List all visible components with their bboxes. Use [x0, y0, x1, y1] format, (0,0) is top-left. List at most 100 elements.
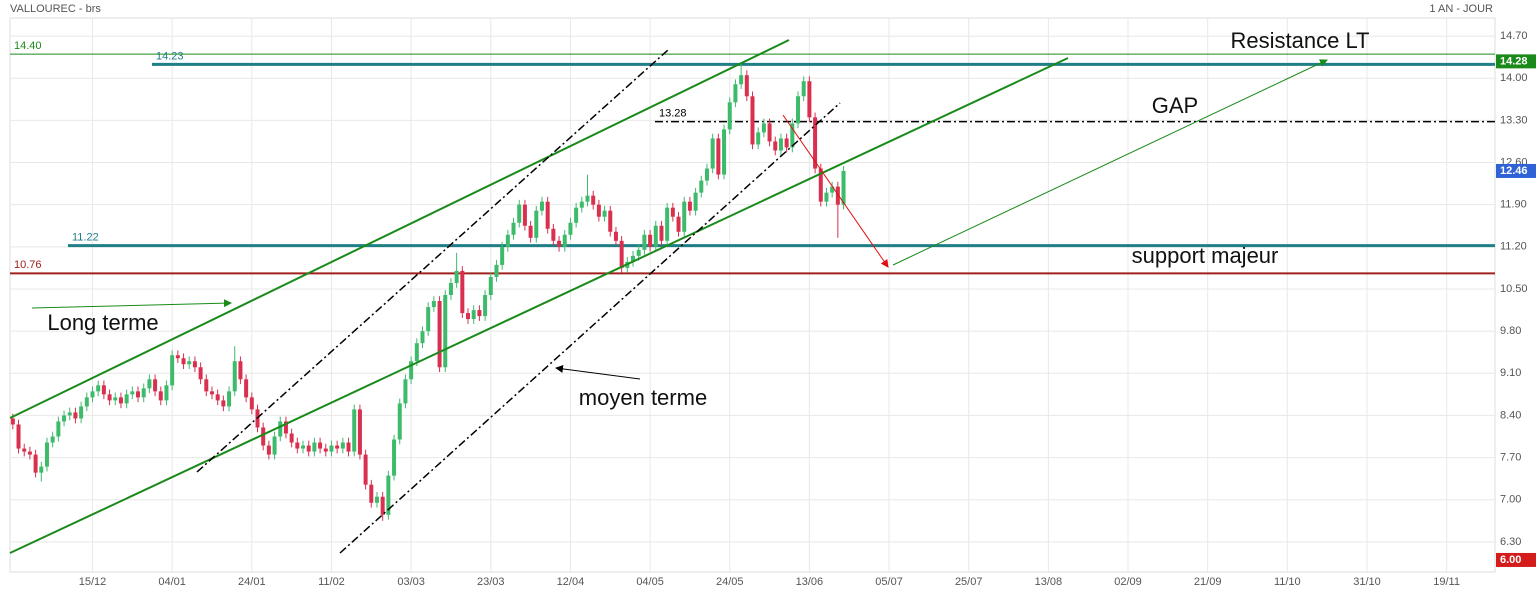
candle-body [27, 451, 32, 455]
y-tick-label: 7.70 [1500, 451, 1521, 463]
axes: 6.30 7.00 7.70 8.40 9.10 9.80 10.50 11.20 11.90 1… [79, 30, 1536, 588]
candle-body [244, 379, 249, 398]
candle-body [613, 231, 618, 241]
candle-body [301, 445, 306, 449]
candle-body [62, 415, 67, 422]
candle-body [767, 123, 772, 142]
y-tick-label: 14.00 [1500, 72, 1528, 84]
candle-body [56, 421, 61, 437]
y-tick-label: 13.30 [1500, 114, 1528, 126]
candle-body [733, 84, 738, 103]
candle-body [602, 210, 607, 217]
candle-body [818, 168, 823, 202]
chart-title: VALLOUREC - brs [10, 3, 101, 15]
candle-body [761, 123, 766, 133]
candle-body [227, 391, 232, 407]
candle-body [312, 442, 317, 452]
candle-body [318, 442, 323, 449]
levels: 14.40 14.23 13.28 11.22 10.76 [10, 40, 1495, 275]
candle-body [73, 412, 78, 419]
x-tick-label: 13/06 [796, 576, 824, 588]
candle-body [33, 454, 38, 473]
y-tick-label: 6.30 [1500, 536, 1521, 548]
candle-body [340, 442, 345, 449]
candle-body [215, 394, 220, 401]
candle-body [96, 385, 101, 392]
level-label: 14.40 [14, 40, 42, 52]
x-tick-label: 23/03 [477, 576, 505, 588]
grid [10, 18, 1495, 572]
candle-body [642, 234, 647, 250]
candle-body [266, 445, 271, 455]
candle-body [716, 138, 721, 175]
candle-body [79, 406, 84, 419]
candle-body [841, 170, 846, 205]
x-tick-label: 15/12 [79, 576, 107, 588]
candle-body [238, 361, 243, 380]
candle-body [283, 421, 288, 434]
x-tick-label: 11/10 [1274, 576, 1301, 588]
candle-body [397, 403, 402, 440]
candle-body [636, 249, 641, 256]
y-tick-label: 14.70 [1500, 30, 1528, 42]
candle-body [722, 129, 727, 175]
x-tick-label: 12/04 [557, 576, 585, 588]
candle-body [471, 310, 476, 320]
candle-body [545, 201, 550, 229]
candle-body [522, 204, 527, 226]
candle-body [39, 466, 44, 473]
candle-body [187, 361, 192, 365]
price-tag-label: 12.46 [1500, 165, 1528, 177]
candle-body [756, 132, 761, 145]
candle-body [813, 117, 818, 169]
candle-body [192, 361, 197, 368]
candle-body [500, 246, 505, 265]
candle-body [807, 81, 812, 118]
annotation: Long terme [47, 310, 158, 335]
candle-body [659, 225, 664, 241]
candle-body [801, 81, 806, 97]
candle-body [10, 418, 15, 425]
candle-body [568, 222, 573, 235]
candle-body [704, 168, 709, 181]
candle-body [693, 192, 698, 211]
candle-body [101, 385, 106, 395]
candle-body [352, 409, 357, 452]
candle-body [403, 379, 408, 404]
candle-body [682, 201, 687, 232]
candle-body [619, 240, 624, 268]
annotation: moyen terme [579, 385, 707, 410]
candle-body [591, 195, 596, 205]
x-tick-label: 21/09 [1194, 576, 1222, 588]
candle-body [631, 255, 636, 262]
arrow [31, 299, 232, 309]
candle-body [579, 201, 584, 208]
candle-body [164, 385, 169, 401]
candle-body [784, 138, 789, 148]
candle-body [306, 445, 311, 452]
candle-body [431, 301, 436, 308]
candle-body [483, 295, 488, 317]
candle-body [744, 75, 749, 97]
arrow [782, 114, 889, 268]
candle-body [392, 439, 397, 476]
candle-body [420, 331, 425, 344]
price-tag [1496, 163, 1536, 178]
candle-body [363, 454, 368, 485]
y-tick-label: 9.10 [1500, 367, 1521, 379]
y-tick-label: 9.80 [1500, 325, 1521, 337]
candle-body [67, 412, 72, 416]
plot-frame [9, 17, 1496, 573]
candle-body [107, 394, 112, 401]
candle-body [289, 433, 294, 443]
candle-body [676, 216, 681, 232]
candle-body [699, 180, 704, 193]
candle-body [380, 496, 385, 515]
candle-body [528, 225, 533, 238]
level-label: 10.76 [14, 259, 42, 271]
y-tick-label: 10.50 [1500, 283, 1528, 295]
candle-body [773, 141, 778, 151]
candle-body [739, 75, 744, 85]
candle-body [221, 400, 226, 407]
candle-body [505, 234, 510, 247]
